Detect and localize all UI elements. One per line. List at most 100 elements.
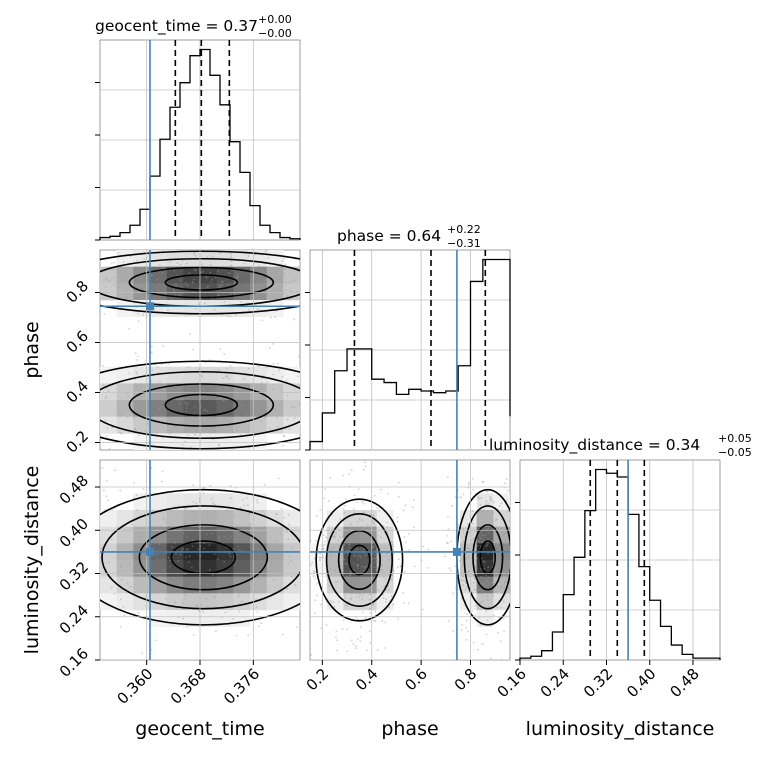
scatter-point <box>207 429 210 432</box>
x-axis-label-geocent-time: geocent_time <box>135 718 264 740</box>
scatter-point <box>343 526 346 529</box>
scatter-point <box>496 555 499 558</box>
scatter-point <box>270 560 273 563</box>
scatter-point <box>164 520 167 523</box>
scatter-point <box>476 567 478 569</box>
scatter-point <box>2 433 4 435</box>
scatter-point <box>278 369 281 372</box>
scatter-point <box>293 279 296 282</box>
scatter-point <box>270 563 273 566</box>
scatter-point <box>330 554 333 557</box>
scatter-point <box>273 297 276 300</box>
scatter-point <box>203 395 206 398</box>
scatter-point <box>188 527 191 530</box>
contour-line <box>315 498 404 622</box>
scatter-point <box>236 426 239 429</box>
scatter-point <box>335 532 337 535</box>
scatter-point <box>108 279 111 282</box>
density-cell <box>150 526 167 544</box>
density-cell <box>133 366 151 384</box>
scatter-point <box>341 547 344 550</box>
scatter-point <box>355 644 358 647</box>
scatter-point <box>257 548 260 551</box>
scatter-point <box>468 548 471 550</box>
scatter-point <box>250 527 253 530</box>
scatter-point <box>355 592 358 595</box>
scatter-point <box>467 554 470 557</box>
scatter-point <box>172 289 175 292</box>
scatter-point <box>158 582 161 585</box>
scatter-point <box>58 276 60 278</box>
scatter-point <box>102 365 104 367</box>
scatter-point <box>379 488 382 491</box>
scatter-point <box>322 547 325 550</box>
scatter-point <box>507 574 509 577</box>
scatter-point <box>485 574 488 577</box>
scatter-point <box>512 539 514 541</box>
scatter-point <box>183 508 186 511</box>
scatter-point <box>186 262 188 265</box>
density-cell <box>376 560 394 577</box>
scatter-point <box>357 488 360 491</box>
scatter-point <box>105 277 108 280</box>
density-cell <box>233 493 251 511</box>
scatter-point <box>150 648 153 651</box>
density-cell <box>133 400 151 417</box>
scatter-point <box>496 606 499 609</box>
scatter-point <box>194 515 197 518</box>
scatter-point <box>194 591 197 594</box>
density-cell <box>166 266 184 284</box>
scatter-point <box>329 599 332 602</box>
scatter-point <box>337 600 340 603</box>
density-cell <box>376 510 394 527</box>
scatter-point <box>24 273 26 275</box>
scatter-point <box>372 514 375 517</box>
x-axis-label-luminosity-distance: luminosity_distance <box>526 718 715 740</box>
density-cell <box>233 250 251 267</box>
scatter-point <box>515 630 517 632</box>
scatter-point <box>41 382 43 384</box>
scatter-point <box>487 576 490 579</box>
scatter-point <box>353 590 356 592</box>
scatter-point <box>503 547 506 550</box>
scatter-point <box>348 473 350 476</box>
scatter-point <box>116 287 118 290</box>
scatter-point <box>293 318 296 321</box>
scatter-point <box>249 523 252 526</box>
scatter-point <box>487 502 489 505</box>
scatter-point <box>43 275 45 277</box>
scatter-point <box>186 284 189 287</box>
scatter-point <box>464 580 467 583</box>
scatter-point <box>352 508 355 510</box>
scatter-point <box>475 542 477 545</box>
scatter-point <box>194 269 197 272</box>
scatter-point <box>447 528 450 531</box>
scatter-point <box>154 639 157 642</box>
scatter-point <box>66 275 68 277</box>
scatter-point <box>304 605 306 607</box>
scatter-point <box>143 265 146 268</box>
scatter-point <box>229 364 232 367</box>
scatter-point <box>135 494 138 497</box>
scatter-point <box>393 569 395 572</box>
scatter-point <box>237 545 240 548</box>
scatter-point <box>310 528 311 531</box>
scatter-point <box>193 419 196 422</box>
scatter-point <box>319 552 321 555</box>
scatter-point <box>221 280 224 283</box>
scatter-point <box>211 255 214 258</box>
scatter-point <box>220 280 223 283</box>
scatter-point <box>478 535 481 537</box>
scatter-point <box>111 508 114 511</box>
scatter-point <box>462 540 465 543</box>
density-cell <box>250 493 267 511</box>
scatter-point <box>509 506 510 508</box>
density-cell <box>250 400 267 417</box>
scatter-point <box>480 534 483 537</box>
scatter-point <box>242 404 245 406</box>
scatter-point <box>469 454 471 456</box>
xtick-label: 0.32 <box>580 665 616 701</box>
scatter-point <box>223 535 225 538</box>
scatter-point <box>374 557 377 560</box>
scatter-point <box>280 508 283 510</box>
